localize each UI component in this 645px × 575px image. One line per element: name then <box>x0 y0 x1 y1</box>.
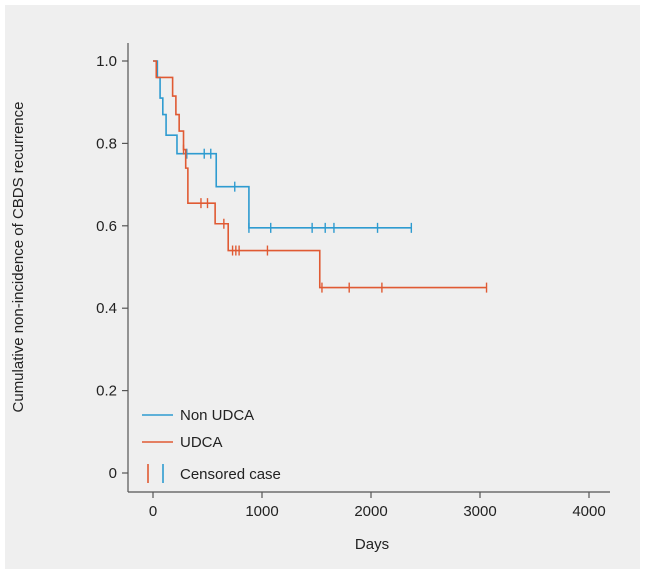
series-layer <box>153 60 488 293</box>
y-tick-label: 0.8 <box>96 135 117 152</box>
x-tick-label: 3000 <box>463 503 496 520</box>
y-axis-title: Cumulative non-incidence of CBDS recurre… <box>10 102 27 413</box>
legend-label-non-udca: Non UDCA <box>180 407 254 424</box>
x-tick-label: 0 <box>149 503 157 520</box>
x-axis-title: Days <box>355 536 389 553</box>
y-tick-label: 0.2 <box>96 383 117 400</box>
axes <box>127 43 610 493</box>
y-tick-label: 0.6 <box>96 218 117 235</box>
legend-label-udca: UDCA <box>180 434 223 451</box>
legend-label-censored: Censored case <box>180 466 281 483</box>
x-tick-label: 4000 <box>572 503 605 520</box>
series-line-udca <box>153 60 487 289</box>
x-tick-label: 2000 <box>354 503 387 520</box>
km-chart: 0 0.2 0.4 0.6 0.8 1.0 0 1000 2000 3000 4000 Days C… <box>10 43 610 553</box>
figure-panel: 0 0.2 0.4 0.6 0.8 1.0 0 1000 2000 3000 4000 Days C… <box>5 5 640 569</box>
y-tick-label: 1.0 <box>96 53 117 70</box>
ticks: 0 0.2 0.4 0.6 0.8 1.0 0 1000 2000 3000 4000 <box>96 53 606 520</box>
y-tick-label: 0 <box>109 465 117 482</box>
legend: Non UDCA UDCA Censored case <box>142 407 281 483</box>
y-tick-label: 0.4 <box>96 300 117 317</box>
x-tick-label: 1000 <box>245 503 278 520</box>
